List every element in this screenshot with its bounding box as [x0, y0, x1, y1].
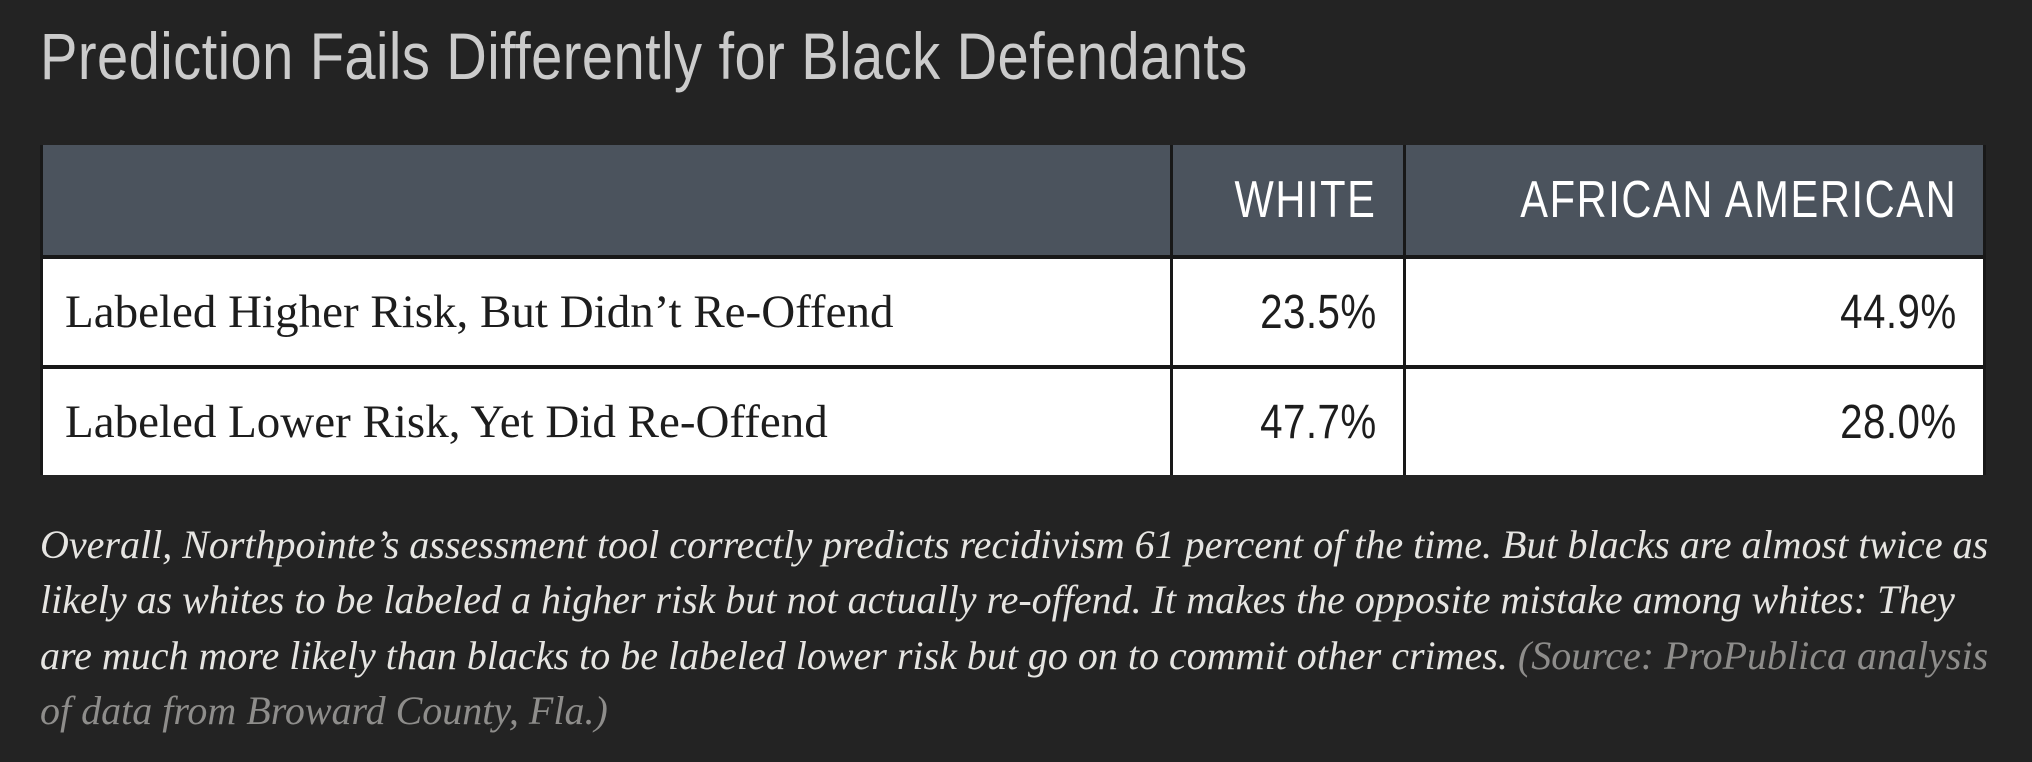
- column-header-white: WHITE: [1234, 171, 1377, 230]
- header-white-cell: WHITE: [1170, 145, 1403, 256]
- white-value: 47.7%: [1260, 395, 1377, 449]
- infographic-container: Prediction Fails Differently for Black D…: [40, 19, 1990, 738]
- caption-text: Overall, Northpointe’s assessment tool c…: [40, 522, 1989, 678]
- header-empty-cell: [43, 145, 1170, 255]
- row-label: Labeled Lower Risk, Yet Did Re-Offend: [65, 396, 828, 449]
- header-african-american-cell: AFRICAN AMERICAN: [1402, 145, 1983, 256]
- row-african-american-value-cell: 44.9%: [1402, 259, 1983, 366]
- white-value: 23.5%: [1260, 285, 1377, 339]
- african-american-value: 44.9%: [1840, 285, 1957, 339]
- caption-source: (Source: ProPublica analysis of data fro…: [40, 632, 1989, 733]
- column-header-african-american: AFRICAN AMERICAN: [1519, 171, 1957, 230]
- table-header-row: WHITE AFRICAN AMERICAN: [43, 145, 1983, 256]
- prediction-table: WHITE AFRICAN AMERICAN Labeled Higher Ri…: [40, 145, 1986, 476]
- table-row: Labeled Lower Risk, Yet Did Re-Offend 47…: [43, 365, 1983, 476]
- page-title: Prediction Fails Differently for Black D…: [40, 19, 1248, 93]
- row-african-american-value-cell: 28.0%: [1402, 369, 1983, 476]
- row-label-cell: Labeled Lower Risk, Yet Did Re-Offend: [43, 369, 1170, 475]
- row-white-value-cell: 47.7%: [1170, 369, 1403, 476]
- row-label-cell: Labeled Higher Risk, But Didn’t Re-Offen…: [43, 259, 1170, 365]
- table-row: Labeled Higher Risk, But Didn’t Re-Offen…: [43, 255, 1983, 366]
- row-white-value-cell: 23.5%: [1170, 259, 1403, 366]
- caption: Overall, Northpointe’s assessment tool c…: [40, 517, 1990, 738]
- row-label: Labeled Higher Risk, But Didn’t Re-Offen…: [65, 286, 894, 339]
- african-american-value: 28.0%: [1840, 395, 1957, 449]
